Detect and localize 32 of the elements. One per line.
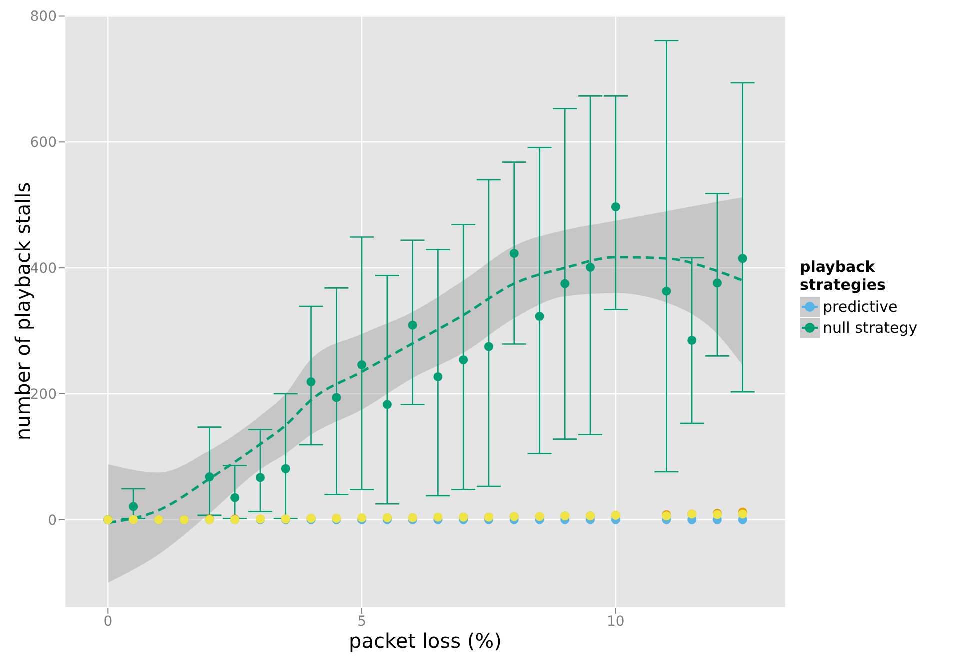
- legend-label: null strategy: [823, 318, 918, 336]
- point: [382, 400, 392, 410]
- point: [662, 286, 672, 296]
- point: [535, 312, 544, 322]
- point: [281, 464, 290, 474]
- point: [712, 278, 722, 288]
- x-axis-title: packet loss (%): [349, 629, 502, 653]
- point: [332, 393, 342, 402]
- y-tick-label: 600: [30, 135, 57, 152]
- point: [205, 472, 214, 482]
- point: [738, 254, 748, 264]
- point: [408, 320, 418, 330]
- y-tick-label: 800: [30, 9, 57, 26]
- y-tick-label: 0: [48, 512, 57, 529]
- point: [459, 355, 468, 364]
- point: [256, 473, 265, 482]
- point: [306, 378, 316, 387]
- point: [560, 279, 570, 288]
- point: [510, 249, 519, 258]
- point: [586, 262, 596, 272]
- point: [358, 360, 367, 370]
- legend-label: predictive: [823, 298, 898, 316]
- x-tick-label: 0: [104, 614, 113, 630]
- point: [434, 372, 443, 382]
- point: [129, 502, 138, 512]
- point: [611, 202, 620, 212]
- point: [434, 512, 443, 522]
- point: [230, 493, 240, 502]
- x-tick-label: 5: [358, 614, 366, 630]
- x-tick-label: 10: [606, 614, 625, 630]
- point: [688, 336, 697, 345]
- point: [484, 342, 494, 352]
